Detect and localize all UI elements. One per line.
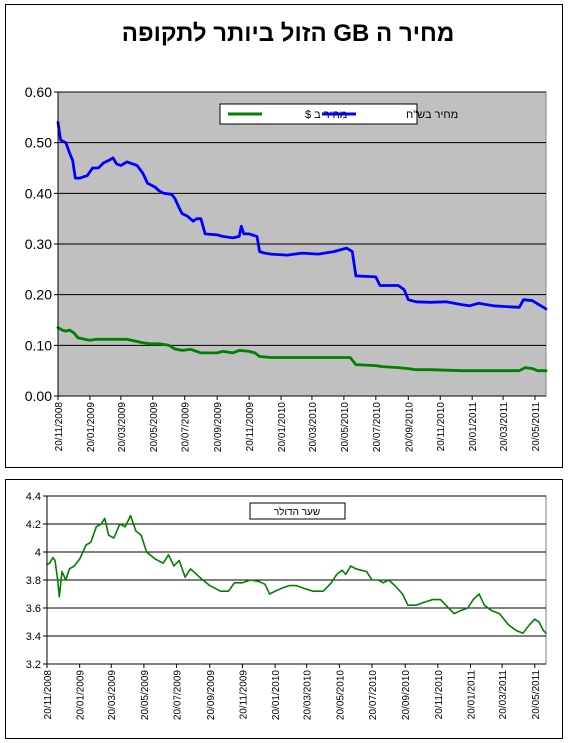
y-tick-label: 0.20 (25, 287, 52, 303)
x-tick-label: 20/11/2009 (238, 670, 249, 720)
price-chart: מחיר ה GB הזול ביותר לתקופה 0.00 0.10 0.20… (25, 20, 548, 452)
x-tick-label: 20/05/2010 (335, 670, 346, 720)
x-tick-label: 20/05/2009 (140, 670, 151, 720)
x-tick-label: 20/03/2011 (498, 670, 509, 720)
y-tick-label: 0.30 (25, 236, 52, 252)
y-tick-label: 0.10 (25, 337, 52, 353)
price-chart-panel: מחיר ה GB הזול ביותר לתקופה 0.00 0.10 0.20… (5, 4, 563, 468)
x-tick-label: 20/03/2010 (308, 402, 319, 452)
exchange-rate-chart-panel: 3.2 3.4 3.6 3.8 4 4.2 4.4 20/11/2008 20/01/2009… (5, 479, 563, 739)
legend-label-dollar-rate: שער הדולר (274, 506, 320, 518)
x-tick-label: 20/05/2010 (340, 402, 351, 452)
x-tick-label: 20/01/2011 (468, 402, 479, 452)
x-tick-label: 20/01/2010 (277, 402, 288, 452)
x-tick-label: 20/07/2010 (372, 402, 383, 452)
x-tick-label: 20/09/2010 (401, 670, 412, 720)
y-tick-label: 0.60 (25, 84, 52, 100)
chart-legend: שער הדולר (249, 502, 346, 520)
x-tick-label: 20/03/2011 (499, 402, 510, 452)
series-line-0 (46, 514, 547, 634)
x-tick-label: 20/07/2009 (173, 670, 184, 720)
y-tick-label: 4 (35, 547, 41, 559)
x-tick-label: 20/01/2011 (467, 670, 478, 720)
x-tick-label: 20/09/2010 (404, 402, 415, 452)
x-tick-label: 20/11/2010 (436, 402, 447, 452)
y-tick-label: 3.4 (26, 631, 41, 643)
x-tick-label: 20/05/2009 (149, 402, 160, 452)
legend-box (219, 103, 418, 125)
x-tick-label: 20/09/2009 (213, 402, 224, 452)
x-tick-label: 20/09/2009 (206, 670, 217, 720)
legend-label-ils: מחיר בש"ח (406, 109, 458, 121)
x-tick-label: 20/05/2011 (531, 402, 542, 452)
x-tick-label: 20/11/2009 (245, 402, 256, 452)
y-tick-label: 3.2 (26, 659, 41, 671)
x-tick-label: 20/03/2010 (303, 670, 314, 720)
x-tick-label: 20/11/2008 (43, 670, 54, 720)
legend-box (249, 502, 346, 520)
x-tick-label: 20/03/2009 (117, 402, 128, 452)
chart-legend: מחיר ב $ מחיר בש"ח (219, 103, 458, 125)
y-tick-label: 0.40 (25, 185, 52, 201)
y-tick-label: 0.00 (25, 388, 52, 404)
y-tick-label: 0.50 (25, 135, 52, 151)
y-tick-label: 3.6 (26, 603, 41, 615)
x-tick-label: 20/01/2010 (271, 670, 282, 720)
chart-title: מחיר ה GB הזול ביותר לתקופה (122, 20, 455, 47)
x-tick-label: 20/07/2009 (181, 402, 192, 452)
x-tick-label: 20/07/2010 (368, 670, 379, 720)
x-tick-label: 20/11/2008 (54, 402, 65, 452)
x-tick-label: 20/01/2009 (76, 670, 87, 720)
y-tick-label: 4.2 (26, 519, 41, 531)
y-tick-label: 4.4 (26, 491, 41, 503)
y-tick-label: 3.8 (26, 575, 41, 587)
series-line-0 (56, 326, 548, 373)
x-tick-label: 20/11/2010 (434, 670, 445, 720)
series-line-1 (56, 121, 548, 311)
exchange-rate-chart: 3.2 3.4 3.6 3.8 4 4.2 4.4 20/11/2008 20/01/2009… (26, 491, 547, 720)
x-tick-label: 20/03/2009 (107, 670, 118, 720)
x-tick-label: 20/01/2009 (86, 402, 97, 452)
x-tick-label: 20/05/2011 (531, 670, 542, 720)
